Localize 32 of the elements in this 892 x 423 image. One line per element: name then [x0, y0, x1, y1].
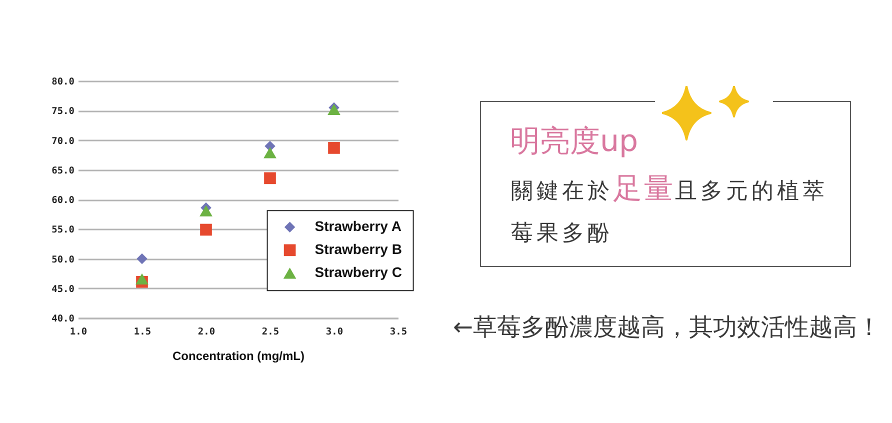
point	[136, 273, 148, 284]
point	[264, 172, 276, 184]
y-tick-label: 80.0	[52, 76, 75, 88]
x-tick-label: 1.5	[134, 326, 152, 338]
text: 且多元的植萃	[675, 179, 828, 204]
point	[264, 147, 276, 158]
y-tick-label: 65.0	[52, 165, 75, 176]
text: 足量	[613, 171, 675, 205]
y-tick-label: 70.0	[52, 136, 75, 147]
text: ←草莓多酚濃度越高，其功效活性越高！	[453, 312, 882, 342]
legend-label: Strawberry C	[314, 264, 402, 280]
point	[328, 142, 340, 154]
x-tick-label: 1.0	[70, 326, 88, 338]
x-axis-title: Concentration (mg/mL)	[172, 349, 304, 363]
x-tick-label: 3.5	[390, 326, 408, 338]
legend-label: Strawberry A	[314, 218, 402, 234]
x-tick-label: 2.5	[262, 326, 280, 338]
text: 莓果多酚	[511, 221, 613, 246]
x-tick-label: 2.0	[198, 326, 216, 338]
y-tick-label: 40.0	[52, 314, 75, 324]
text: 明亮度up	[510, 124, 638, 160]
y-tick-label: 75.0	[52, 106, 75, 118]
y-tick-label: 60.0	[52, 195, 75, 206]
point	[136, 253, 148, 264]
x-tick-label: 3.0	[326, 326, 344, 338]
point	[200, 224, 212, 236]
point	[200, 205, 212, 216]
y-tick-label: 45.0	[52, 284, 75, 295]
text: 關鍵在於	[511, 179, 613, 204]
y-tick-label: 50.0	[52, 254, 75, 266]
legend-label: Strawberry B	[314, 241, 402, 258]
y-tick-label: 55.0	[52, 224, 75, 236]
